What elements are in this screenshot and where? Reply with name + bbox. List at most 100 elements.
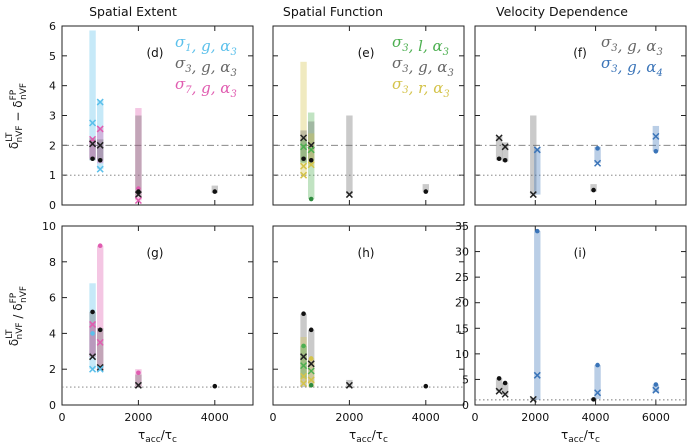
y-tick-label: 6 [49, 292, 56, 305]
range-bar [135, 374, 142, 387]
range-bar [501, 142, 509, 162]
range-bar [135, 108, 142, 201]
data-point-x [89, 353, 97, 361]
data-point-dot [308, 196, 314, 202]
data-point-x [300, 362, 308, 370]
data-point-x [594, 389, 602, 397]
x-tick-label: 6000 [642, 411, 670, 424]
y-tick-label: 25 [455, 271, 469, 284]
data-point-x [501, 390, 509, 398]
range-bar [97, 328, 104, 370]
range-bar [422, 184, 429, 192]
data-point-dot [97, 243, 103, 248]
data-point-x [300, 143, 308, 151]
range-bar [97, 245, 104, 370]
data-point-dot [308, 356, 314, 361]
data-point-dot [591, 397, 596, 402]
y-tick-label: 4 [49, 327, 56, 340]
panel-label-i: (i) [574, 246, 587, 260]
data-point-x [533, 371, 541, 379]
column-title-velocity-dependence: Velocity Dependence [496, 4, 628, 19]
panel-frame [474, 225, 687, 406]
data-point-dot [90, 331, 95, 336]
x-tick-label: 0 [472, 411, 479, 424]
data-point-dot [97, 327, 103, 333]
data-point-dot [653, 382, 659, 387]
data-point-x [345, 381, 353, 389]
x-tick-label: 2000 [335, 411, 363, 424]
data-point-dot [591, 187, 596, 193]
range-bar [97, 100, 104, 170]
x-axis-label: τacc/τc [561, 428, 600, 445]
y-axis-label-text: δLTnVF − δFPnVF [5, 83, 29, 149]
data-point-x [89, 119, 97, 127]
data-point-x [533, 146, 541, 154]
y-tick-label: 4 [49, 80, 56, 93]
panel-label-e: (e) [358, 46, 375, 60]
range-bar [495, 378, 503, 392]
range-bar [346, 115, 353, 195]
y-tick-label: 10 [455, 348, 469, 361]
data-point-x [495, 387, 503, 395]
data-point-x [345, 191, 353, 199]
data-point-dot [534, 228, 540, 234]
range-bar [495, 136, 503, 161]
data-point-dot [496, 376, 502, 381]
panel-h: 0 2000 4000 (h) τacc/τc [270, 225, 465, 445]
data-point-dot [136, 370, 141, 376]
data-point-x [96, 165, 104, 173]
legend-entry: σ7, g, α3 [175, 75, 237, 100]
panel-g: 0 2000 4000 0 2 4 6 8 10 (g) τacc/τc [42, 220, 254, 445]
data-point-dot [90, 309, 95, 315]
data-point-dot [595, 146, 600, 151]
y-tick-label: 2 [49, 139, 56, 152]
range-bar [346, 379, 353, 388]
panel-frame [272, 225, 465, 406]
y-tick-label: 0 [462, 399, 469, 412]
range-bar [594, 146, 601, 164]
x-tick-label: 4000 [201, 411, 229, 424]
data-point-x [96, 141, 104, 149]
legend-entry: σ3, g, α3 [392, 54, 454, 79]
data-point-dot [308, 327, 314, 333]
data-point-dot [301, 343, 306, 349]
range-bar [89, 30, 96, 161]
legend-entry: σ3, r, α3 [392, 75, 450, 100]
y-tick-label: 8 [49, 256, 56, 269]
panel-frame [61, 225, 254, 406]
legend-entry: σ3, g, α4 [601, 54, 663, 79]
x-tick-label: 2000 [521, 411, 549, 424]
y-tick-label: 20 [455, 297, 469, 310]
legend-entry: σ3, l, α3 [392, 33, 449, 58]
data-point-x [307, 161, 315, 169]
x-tick-label: 0 [59, 411, 66, 424]
panel-label-d: (d) [147, 46, 164, 60]
data-point-dot [212, 189, 218, 194]
data-point-dot [502, 157, 508, 163]
range-bar [135, 369, 142, 388]
data-point-x [529, 395, 537, 403]
x-axis-label: τacc/τc [349, 428, 388, 445]
x-tick-label: 4000 [582, 411, 610, 424]
data-point-x [96, 338, 104, 346]
range-bar [530, 115, 537, 195]
data-point-dot [308, 157, 314, 163]
range-bar [652, 384, 660, 393]
range-bar [501, 383, 509, 395]
data-point-x [96, 363, 104, 371]
data-point-dot [90, 156, 95, 162]
x-tick-label: 2000 [124, 411, 152, 424]
y-tick-label: 0 [49, 399, 56, 412]
y-tick-label: 6 [49, 20, 56, 33]
data-point-dot [595, 362, 600, 368]
y-tick-label: 15 [455, 322, 469, 335]
panel-label-h: (h) [358, 246, 375, 260]
data-point-dot [653, 149, 659, 154]
data-point-x [134, 381, 142, 389]
y-tick-label: 1 [49, 169, 56, 182]
data-point-x [300, 379, 308, 388]
x-axis-label: τacc/τc [138, 428, 177, 445]
